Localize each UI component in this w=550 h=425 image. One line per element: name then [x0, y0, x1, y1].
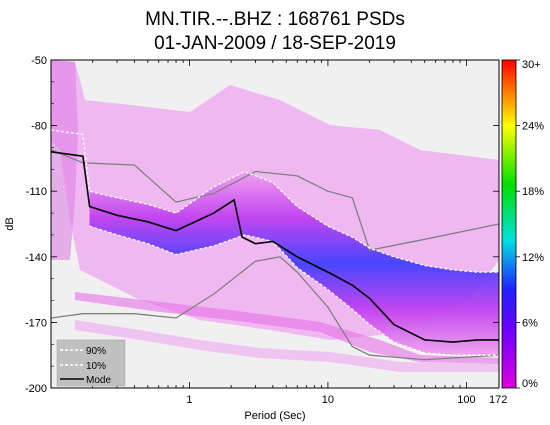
colorbar-tick-label: 24%: [522, 121, 544, 133]
y-tick-label: -50: [31, 55, 47, 67]
y-tick-label: -140: [25, 252, 47, 264]
nhnm-curve: [51, 149, 499, 251]
x-tick-label: 10: [322, 394, 334, 406]
colorbar-tick-label: 0%: [522, 378, 538, 390]
legend-label-mode: Mode: [86, 375, 111, 386]
density-cloud-lower-2: [75, 320, 499, 372]
legend: 90% 10% Mode: [56, 339, 126, 387]
y-tick-label: -80: [31, 121, 47, 133]
y-axis-ticks: -50 -80 -110 -140 -170 -200: [25, 55, 499, 395]
x-tick-label: 172: [489, 394, 507, 406]
legend-label-10: 10%: [86, 361, 106, 372]
colorbar-tick-label: 18%: [522, 186, 544, 198]
density-band: [89, 171, 499, 356]
chart-title: MN.TIR.--.BHZ : 168761 PSDs: [145, 9, 405, 30]
chart-subtitle: 01-JAN-2009 / 18-SEP-2019: [154, 33, 396, 54]
plot-frame: [50, 59, 500, 389]
y-tick-label: -110: [26, 186, 47, 198]
psd-curves: [51, 129, 499, 361]
colorbar-tick-label: 6%: [522, 317, 538, 329]
colorbar-ticks: 30+ 24% 18% 12% 6% 0%: [516, 59, 544, 390]
x-tick-label: 1: [186, 394, 192, 406]
y-tick-label: -170: [25, 317, 47, 329]
x-axis-label: Period (Sec): [244, 410, 305, 422]
density-cloud-lower-1: [75, 292, 499, 364]
density-cloud-left: [51, 60, 78, 260]
mode-curve: [51, 151, 499, 343]
x-axis-ticks: 1 10 100 172: [50, 60, 507, 406]
p90-curve: [51, 129, 499, 273]
p10-curve: [89, 225, 499, 356]
x-tick-label: 100: [457, 394, 475, 406]
legend-label-90: 90%: [86, 346, 106, 357]
colorbar-tick-label: 30+: [522, 59, 541, 71]
y-tick-label: -200: [25, 383, 47, 395]
nlnm-curve: [51, 256, 499, 361]
colorbar: [501, 59, 517, 389]
y-axis-label: dB: [4, 217, 16, 230]
colorbar-tick-label: 12%: [522, 252, 544, 264]
psd-heatmap: [51, 60, 499, 372]
